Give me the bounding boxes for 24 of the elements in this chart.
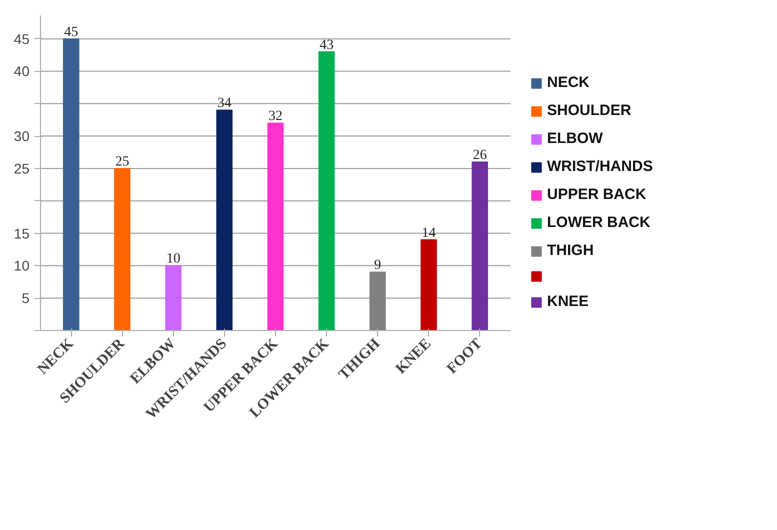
y-tick-label: 40 (14, 63, 30, 80)
data-label: 25 (115, 154, 130, 170)
legend-label: UPPER BACK (547, 186, 646, 203)
legend-label: NECK (547, 74, 590, 91)
y-tick-label: 10 (14, 258, 30, 274)
data-label: 32 (268, 109, 282, 124)
y-tick-label: 25 (14, 160, 30, 176)
data-label: 43 (320, 38, 334, 53)
data-label: 9 (374, 258, 382, 274)
data-label: 34 (217, 96, 232, 112)
data-label: 26 (472, 148, 487, 163)
y-tick-label: 15 (14, 225, 30, 242)
data-label: 10 (166, 252, 180, 267)
legend-label: KNEE (547, 293, 589, 310)
y-tick-label: 45 (14, 30, 30, 47)
y-tick-label: 5 (22, 290, 30, 306)
legend-label: SHOULDER (547, 102, 632, 119)
y-tick-label: 30 (14, 128, 30, 144)
legend-label: ELBOW (547, 130, 603, 147)
legend-label: WRIST/HANDS (547, 158, 653, 175)
data-label: 14 (422, 226, 436, 241)
data-label: 45 (64, 24, 78, 40)
legend-label: THIGH (547, 242, 594, 259)
legend-label: LOWER BACK (547, 214, 650, 231)
